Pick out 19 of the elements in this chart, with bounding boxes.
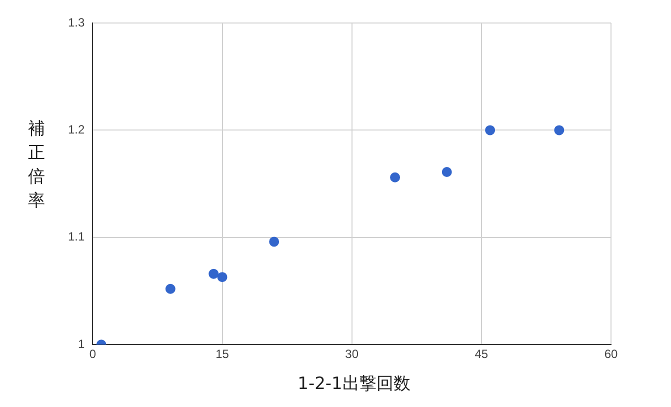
point (269, 236, 280, 247)
point (390, 172, 400, 182)
y-axis-title: 補正倍率 (28, 118, 45, 213)
point (217, 272, 228, 282)
y-tick-label: 1.3 (68, 15, 85, 30)
point (485, 125, 496, 136)
y-tick-label: 1 (78, 336, 85, 351)
x-tick-label: 60 (604, 347, 618, 362)
x-tick-label: 0 (89, 347, 96, 362)
y-tick-label: 1.2 (68, 122, 85, 137)
x-tick-label: 15 (216, 347, 230, 362)
point (554, 125, 564, 136)
x-axis-title: 1-2-1出撃回数 (296, 373, 412, 395)
x-tick-label: 30 (345, 347, 359, 362)
y-tick-label: 1.1 (68, 230, 85, 244)
point (165, 284, 176, 294)
x-tick-label: 45 (474, 347, 488, 362)
point (208, 268, 219, 279)
point (442, 167, 452, 178)
